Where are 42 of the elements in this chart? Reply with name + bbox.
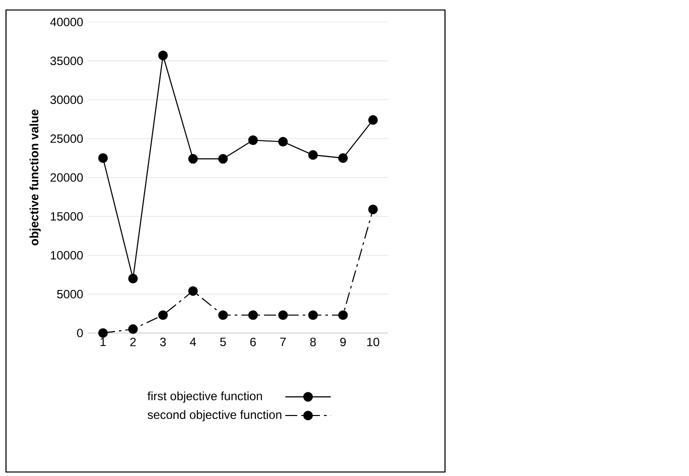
- x-tick-label: 4: [190, 338, 196, 346]
- point: [278, 136, 288, 147]
- point: [98, 153, 108, 163]
- y-tick-label: 25000: [50, 134, 83, 143]
- point: [338, 153, 348, 163]
- point: [218, 310, 228, 320]
- y-tick-label: 15000: [50, 212, 83, 221]
- y-tick-label: 35000: [50, 56, 83, 66]
- legend-label: first objective function: [148, 391, 262, 403]
- x-tick-label: 8: [310, 338, 316, 346]
- x-tick-label: 3: [160, 338, 166, 346]
- legend-label: second objective function: [148, 410, 282, 422]
- y-tick-label: 20000: [50, 173, 83, 182]
- point: [128, 324, 138, 334]
- x-tick-label: 6: [250, 338, 256, 346]
- x-tick-label: 2: [130, 338, 136, 346]
- x-tick-label: 9: [340, 338, 346, 346]
- point: [218, 154, 228, 164]
- y-tick-label: 40000: [50, 18, 83, 26]
- x-tick-label: 5: [220, 338, 226, 346]
- point: [308, 310, 318, 320]
- point: [128, 274, 138, 284]
- x-tick-label: 10: [367, 338, 380, 346]
- point: [188, 286, 198, 296]
- point: [368, 115, 378, 125]
- point: [158, 310, 168, 320]
- point: [338, 310, 348, 320]
- point: [368, 204, 378, 214]
- y-tick-label: 0: [77, 328, 83, 338]
- point: [188, 154, 198, 164]
- y-tick-label: 5000: [57, 290, 83, 298]
- point: [248, 135, 258, 145]
- x-tick-label: 1: [100, 338, 106, 346]
- point: [158, 50, 168, 60]
- y-tick-label: 30000: [50, 96, 83, 104]
- point: [248, 310, 258, 320]
- x-tick-label: 7: [280, 338, 286, 346]
- y-axis-title: objective function value: [30, 110, 41, 246]
- point: [278, 310, 288, 320]
- y-tick-label: 10000: [50, 250, 83, 260]
- point: [98, 328, 108, 338]
- point: [308, 150, 318, 160]
